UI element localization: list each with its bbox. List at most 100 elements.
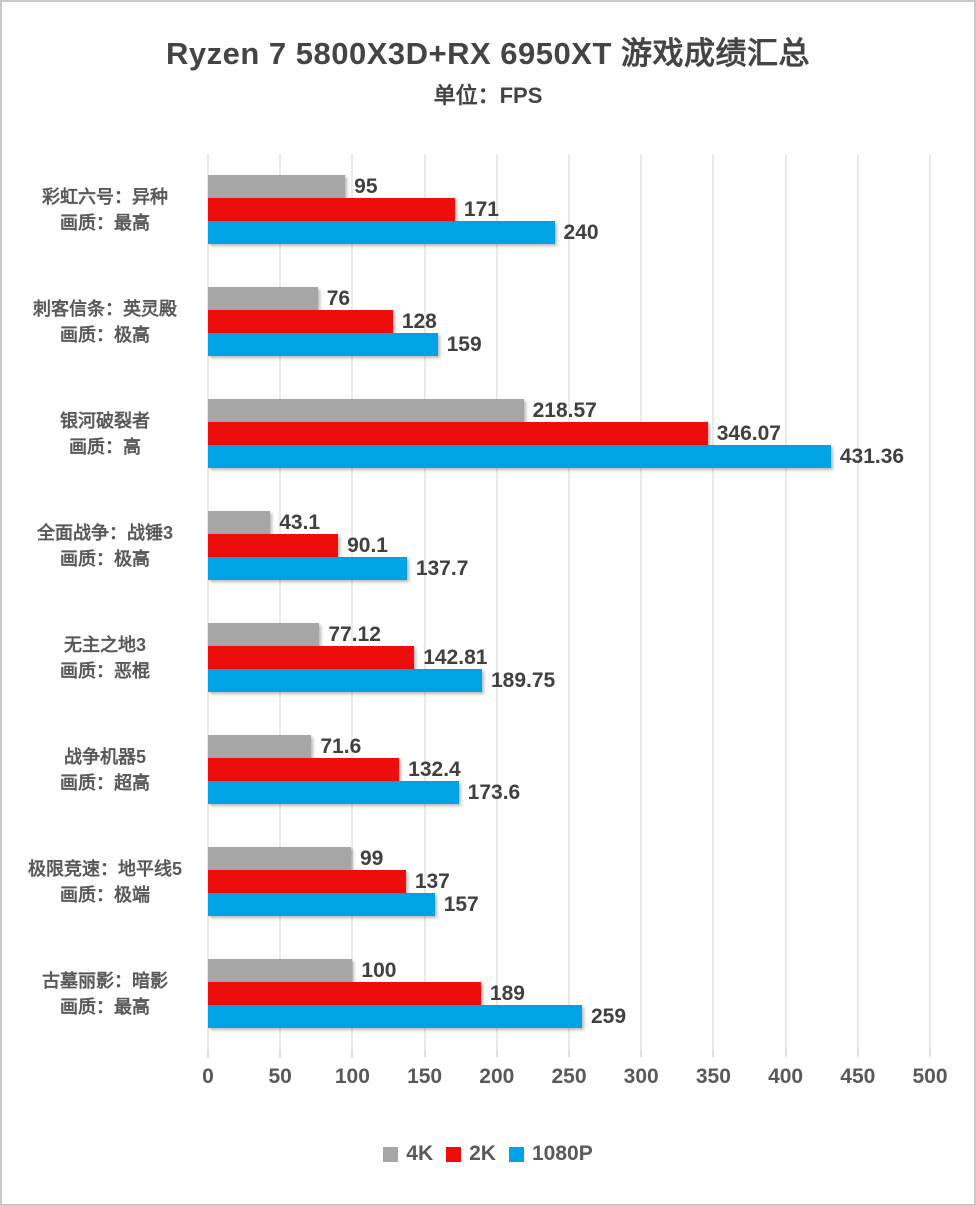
bar-1080p [208,1005,582,1028]
chart-title: Ryzen 7 5800X3D+RX 6950XT 游戏成绩汇总 [165,36,810,71]
category-label-line: 刺客信条：英灵殿 [33,299,177,319]
category-label-line: 古墓丽影：暗影 [42,971,168,991]
legend-item-2k: 2K [446,1142,496,1166]
bar-4k [208,959,353,982]
bar-value-label: 157 [443,893,479,916]
bar-value-label: 259 [590,1005,627,1028]
gridline [279,154,281,1050]
category-label-line: 画质：极高 [60,325,150,345]
category-label: 刺客信条：英灵殿 画质：极高 [10,296,200,348]
axis-tick-mark [857,1050,859,1057]
axis-tick-label: 350 [695,1065,731,1088]
category-label: 战争机器5 画质：超高 [10,744,200,796]
category-label-line: 画质：高 [69,437,141,457]
bar-value-label: 76 [326,287,351,310]
bar-1080p [208,893,435,916]
axis-tick-mark [785,1050,787,1057]
category-label: 无主之地3 画质：恶棍 [10,632,200,684]
bar-value-label: 346.07 [716,422,781,445]
axis-tick-label: 150 [407,1065,443,1088]
gridline [207,154,209,1050]
bar-4k [208,735,312,758]
axis-tick-label: 400 [768,1065,804,1088]
bar-value-label: 240 [563,221,599,244]
gridline [496,154,498,1050]
category-label: 极限竞速：地平线5 画质：极端 [10,856,200,908]
category-label: 银河破裂者 画质：高 [10,408,200,460]
axis-tick-label: 500 [912,1065,948,1088]
gridline [640,154,642,1050]
bar-1080p [208,221,555,244]
legend-swatch [508,1146,524,1162]
category-label-line: 画质：最高 [60,997,150,1017]
bar-value-label: 142.81 [423,646,488,669]
bar-4k [208,623,320,646]
bar-4k [208,847,351,870]
legend-swatch [383,1146,399,1162]
category-label-line: 画质：恶棍 [60,661,150,681]
bar-value-label: 159 [446,333,482,356]
axis-tick-label: 200 [479,1065,515,1088]
plot-area: 95 171 240 76 128 159 218.57 346.07 431.36 43.1 90… [207,154,931,1057]
category-label-line: 全面战争：战锤3 [36,523,173,543]
bar-value-label: 189 [489,982,525,1005]
axis-tick-mark [568,1050,570,1057]
bar-value-label: 100 [361,959,397,982]
bar-2k [208,870,406,893]
bar-1080p [208,557,407,580]
bar-2k [208,422,708,445]
bar-4k [208,511,271,534]
bar-1080p [208,445,831,468]
category-label-line: 画质：超高 [60,773,150,793]
legend-item-4k: 4K [383,1142,433,1166]
bar-1080p [208,669,482,692]
bar-1080p [208,781,459,804]
bar-value-label: 77.12 [328,623,381,646]
axis-tick-labels: 0 50 100 150 200 250 300 350 400 450 500 [202,1065,947,1095]
bar-1080p [208,333,438,356]
axis-tick-mark [640,1050,642,1057]
category-labels: 彩虹六号：异种 画质：最高 刺客信条：英灵殿 画质：极高 银河破裂者 画质：高 全面战争：战… [10,154,200,1050]
category-label-line: 无主之地3 [63,635,146,655]
category-label-line: 彩虹六号：异种 [42,187,168,207]
gridline [424,154,426,1050]
legend-swatch [446,1146,462,1162]
bar-value-label: 90.1 [347,534,388,557]
axis-tick-mark [929,1050,931,1057]
legend: 4K 2K 1080P [2,1142,974,1166]
category-label: 全面战争：战锤3 画质：极高 [10,520,200,572]
gridline [351,154,353,1050]
axis-tick-label: 100 [334,1065,370,1088]
axis-tick-mark [712,1050,714,1057]
gridline [785,154,787,1050]
bar-value-label: 137 [414,870,450,893]
bar-value-label: 189.75 [490,669,556,692]
bar-4k [208,399,524,422]
bar-value-label: 173.6 [467,781,521,804]
category-label-line: 画质：极端 [60,885,150,905]
bar-value-label: 218.57 [532,399,597,422]
category-label-line: 战争机器5 [63,747,146,767]
bar-2k [208,198,455,221]
legend-label: 1080P [531,1142,593,1165]
legend-label: 4K [406,1142,434,1165]
axis-tick-label: 0 [202,1065,214,1088]
gridline [712,154,714,1050]
bar-value-label: 128 [401,310,437,333]
bar-value-label: 71.6 [320,735,362,758]
bar-value-label: 431.36 [839,445,905,468]
gridline [857,154,859,1050]
category-label-line: 极限竞速：地平线5 [27,859,182,879]
axis-tick-mark [207,1050,209,1057]
category-label: 彩虹六号：异种 画质：最高 [10,184,200,236]
axis-tick-label: 250 [551,1065,587,1088]
bar-4k [208,287,318,310]
bar-2k [208,310,393,333]
bar-2k [208,534,339,557]
axis-tick-mark [424,1050,426,1057]
category-label-line: 画质：最高 [60,213,150,233]
bar-value-label: 132.4 [408,758,461,781]
chart-subtitle: 单位：FPS [433,83,543,108]
category-label: 古墓丽影：暗影 画质：最高 [10,968,200,1020]
